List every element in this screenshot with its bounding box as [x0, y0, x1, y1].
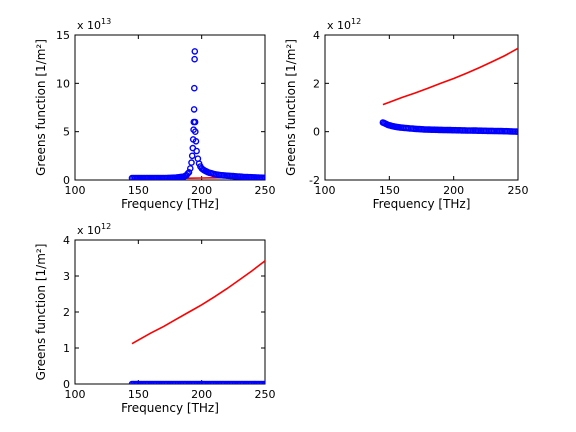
- multiplier-exponent: 12: [101, 222, 111, 231]
- x-axis-label: Frequency [THz]: [121, 197, 219, 211]
- y-axis-label: Greens function [1/m²]: [34, 39, 48, 176]
- x-tick-label: 250: [255, 388, 276, 401]
- series-line-1: [382, 47, 518, 106]
- series-line-1: [131, 260, 265, 345]
- data-point: [188, 159, 195, 166]
- data-point: [392, 123, 400, 131]
- multiplier-base: x 10: [77, 224, 101, 237]
- multiplier-exponent: 12: [351, 17, 361, 26]
- data-point: [191, 128, 199, 135]
- data-point: [193, 147, 200, 155]
- chart-2: 100 150 200 250 -2 0 2 4 x 1012 Frequency [THz] Gr…: [284, 17, 529, 211]
- plot-data: [128, 48, 265, 180]
- multiplier-base: x 10: [77, 19, 101, 32]
- chart-1: 100 150 200 250 0 5 10 15 x 1013 Frequency [THz] G…: [34, 17, 276, 211]
- y-axis-label: Greens function [1/m²]: [34, 244, 48, 381]
- x-tick-label: 150: [379, 184, 400, 197]
- data-point: [171, 174, 179, 180]
- y-tick-label: 0: [63, 174, 70, 187]
- y-tick-label: 0: [63, 378, 70, 391]
- y-tick-label: 1: [63, 342, 70, 355]
- y-tick-label: 5: [63, 126, 70, 139]
- x-tick-label: 200: [191, 388, 212, 401]
- x-tick-label: 150: [128, 388, 149, 401]
- data-point: [188, 152, 196, 160]
- y-tick-label: 2: [313, 77, 320, 90]
- y-tick-label: 4: [313, 29, 320, 42]
- plot-data: [128, 260, 265, 384]
- data-point: [185, 168, 193, 176]
- y-tick-label: 2: [63, 306, 70, 319]
- x-tick-label: 100: [315, 184, 336, 197]
- data-point: [184, 170, 191, 177]
- y-tick-label: 3: [63, 270, 70, 283]
- x-tick-label: 250: [508, 184, 529, 197]
- data-point: [260, 380, 265, 384]
- x-tick-label: 150: [128, 184, 149, 197]
- data-point: [186, 165, 194, 172]
- axis-multiplier: x 1012: [327, 17, 361, 32]
- multiplier-exponent: 13: [101, 17, 111, 26]
- x-tick-label: 200: [443, 184, 464, 197]
- x-tick-label: 100: [65, 184, 86, 197]
- data-point: [191, 118, 199, 126]
- multiplier-base: x 10: [327, 19, 351, 32]
- x-axis-label: Frequency [THz]: [373, 197, 471, 211]
- x-axis-label: Frequency [THz]: [121, 401, 219, 415]
- y-tick-label: 0: [313, 126, 320, 139]
- axis-multiplier: x 1012: [77, 222, 111, 237]
- y-tick-label: 4: [63, 234, 70, 247]
- data-point: [190, 106, 198, 113]
- y-tick-label: -2: [309, 174, 320, 187]
- y-tick-label: 15: [56, 29, 70, 42]
- y-tick-label: 10: [56, 77, 70, 90]
- x-tick-label: 200: [191, 184, 212, 197]
- data-point: [175, 174, 183, 180]
- data-point: [190, 84, 198, 92]
- plot-frame: [324, 34, 519, 181]
- x-tick-label: 250: [255, 184, 276, 197]
- axis-multiplier: x 1013: [77, 17, 111, 32]
- data-point: [191, 48, 199, 55]
- data-point: [260, 174, 265, 180]
- data-point: [438, 126, 446, 134]
- y-axis-label: Greens function [1/m²]: [284, 39, 298, 176]
- x-tick-label: 100: [65, 388, 86, 401]
- data-point: [513, 128, 518, 135]
- data-point: [192, 137, 200, 145]
- data-point: [191, 55, 198, 63]
- plot-data: [379, 47, 518, 135]
